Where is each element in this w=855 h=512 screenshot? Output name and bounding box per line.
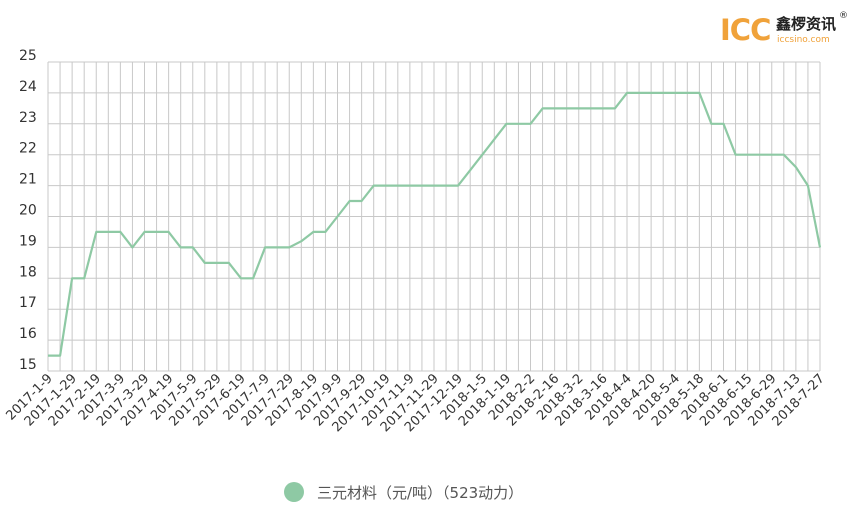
legend-marker: [284, 482, 304, 502]
y-tick-label: 17: [19, 295, 37, 311]
icc-logo: ICC 鑫椤资讯 ® iccsino.com: [720, 11, 848, 52]
y-tick-label: 22: [19, 141, 37, 157]
y-tick-label: 23: [19, 110, 37, 126]
logo-name-cn: 鑫椤资讯: [776, 15, 837, 33]
series-line-523: [48, 91, 822, 357]
horizontal-gridlines: [48, 61, 820, 372]
y-tick-label: 15: [19, 357, 37, 373]
chart-legend: 三元材料（元/吨）（523动力）: [284, 480, 523, 504]
y-tick-label: 25: [19, 48, 37, 64]
logo-registered-mark: ®: [839, 11, 848, 21]
y-tick-label: 20: [19, 203, 37, 219]
legend-label: 三元材料（元/吨）（523动力）: [317, 483, 524, 502]
y-tick-label: 16: [19, 326, 37, 342]
y-tick-label: 19: [19, 233, 37, 249]
y-axis-tick-labels: 15 16 17 18 19 20 21 22 23 24 25: [19, 48, 37, 373]
y-tick-label: 24: [19, 79, 37, 95]
logo-url: iccsino.com: [777, 35, 830, 45]
x-axis-tick-labels: 2017-1-92017-1-292017-2-192017-3-92017-3…: [3, 371, 827, 435]
logo-brand: ICC: [720, 13, 771, 47]
y-tick-label: 21: [19, 172, 37, 188]
y-tick-label: 18: [19, 264, 37, 280]
